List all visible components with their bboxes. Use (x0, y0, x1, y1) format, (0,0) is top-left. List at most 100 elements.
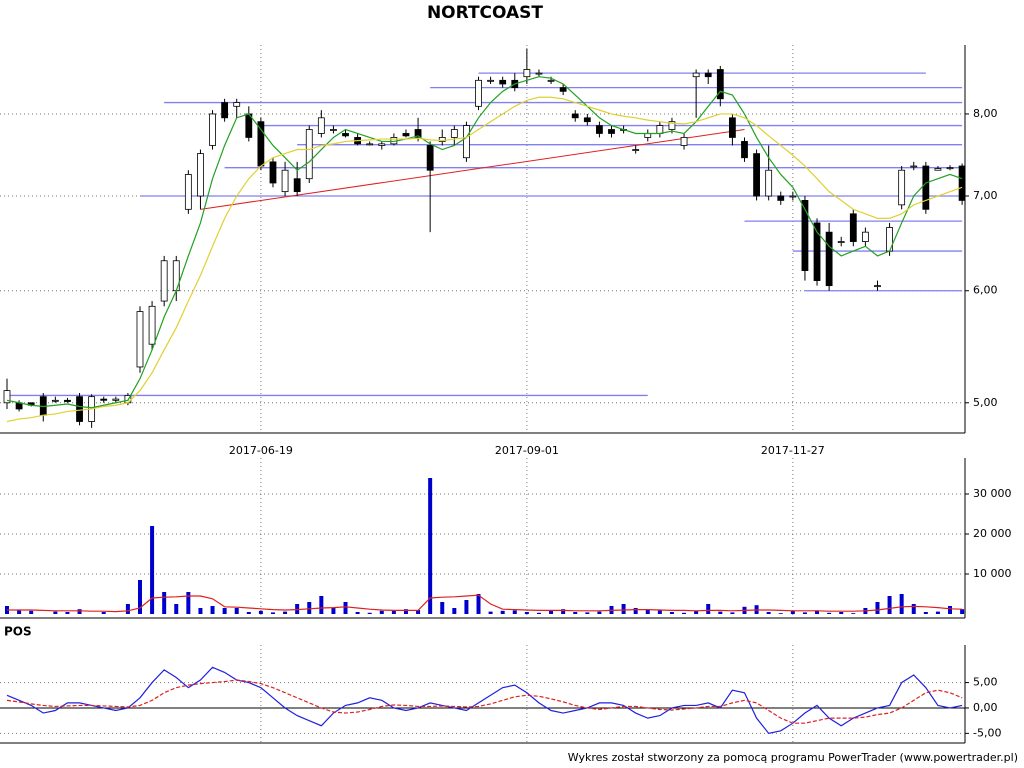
bar (17, 610, 22, 614)
bar (77, 609, 82, 614)
bar (162, 592, 167, 614)
candle-body (680, 137, 688, 146)
bar (343, 602, 348, 614)
candle-body (825, 231, 833, 287)
bar (101, 612, 106, 614)
candle-body (704, 72, 712, 78)
panel-title: POS (4, 625, 32, 639)
y-tick-label: 30 000 (973, 487, 1012, 500)
x-tick-label: 2017-09-01 (495, 444, 559, 457)
candle-body (378, 143, 386, 146)
candle-body (849, 213, 857, 242)
y-tick-label: 20 000 (973, 527, 1012, 540)
bar (258, 610, 263, 614)
bar (125, 604, 130, 614)
bar (150, 526, 155, 614)
candle-body (463, 125, 470, 159)
candle-body (76, 396, 83, 422)
bar (585, 612, 590, 614)
bar (682, 612, 687, 614)
candle-body (438, 137, 446, 142)
candle-body (861, 231, 869, 242)
footer: Wykres został stworzony za pomocą progra… (568, 751, 1018, 764)
candle-body (342, 133, 349, 137)
bar (452, 608, 457, 614)
candle-body (596, 125, 603, 134)
y-tick-label: 7,00 (973, 189, 998, 202)
candle-body (898, 169, 906, 206)
bar (790, 610, 795, 614)
candle-body (450, 129, 458, 138)
bar (319, 596, 324, 614)
candle-body (789, 195, 797, 198)
candle-body (777, 195, 785, 201)
candle-body (257, 121, 265, 167)
bar (246, 612, 251, 614)
bar (379, 610, 384, 614)
bar (706, 604, 711, 614)
candle-body (64, 399, 71, 402)
bar (935, 611, 940, 614)
candle-body (922, 165, 930, 210)
bar (174, 604, 179, 614)
candle-body (209, 113, 216, 146)
candle-body (197, 153, 204, 197)
bar (730, 612, 735, 614)
bar (500, 610, 505, 614)
bar (645, 609, 650, 614)
bar (234, 608, 239, 614)
bar (948, 606, 953, 614)
bar (657, 610, 662, 614)
bar (802, 612, 807, 614)
y-tick-label: 5,00 (973, 676, 998, 689)
candle-body (136, 311, 144, 368)
bar (137, 580, 142, 614)
candle-body (583, 117, 591, 123)
bar (597, 611, 602, 614)
bar (960, 609, 965, 614)
bar (815, 610, 820, 614)
y-tick-label: 0,00 (973, 701, 998, 714)
candle-body (51, 399, 59, 402)
bar (875, 602, 880, 614)
bar (827, 612, 832, 614)
candle-body (414, 129, 422, 138)
candle-body (608, 129, 615, 134)
bar (633, 608, 638, 614)
bar (307, 602, 312, 614)
candle-body (692, 72, 700, 78)
bar (186, 592, 191, 614)
bar (283, 611, 288, 614)
bar (428, 478, 433, 614)
candle-body (753, 153, 760, 197)
bar (694, 610, 699, 614)
bar (911, 604, 916, 614)
bar (391, 610, 396, 614)
bar (210, 606, 215, 614)
candle-body (184, 174, 192, 210)
candle-body (148, 305, 156, 345)
bar (839, 612, 844, 614)
bar (403, 609, 408, 614)
bar (851, 613, 856, 614)
candle-body (402, 133, 410, 137)
candle-body (233, 102, 241, 107)
candle-body (317, 117, 325, 134)
bar (536, 612, 541, 614)
candle-body (523, 69, 531, 78)
candle-body (112, 398, 120, 401)
y-tick-label: 10 000 (973, 567, 1012, 580)
bar (29, 610, 34, 614)
candle-body (366, 143, 374, 146)
y-tick-label: 8,00 (973, 107, 998, 120)
candle-body (946, 167, 954, 170)
candle-body (535, 72, 543, 75)
bar (331, 608, 336, 614)
candle-body (330, 129, 337, 131)
bar (488, 611, 493, 614)
bar (573, 612, 578, 614)
candle-body (837, 241, 845, 243)
candle-body (221, 102, 229, 119)
bar (766, 612, 771, 614)
